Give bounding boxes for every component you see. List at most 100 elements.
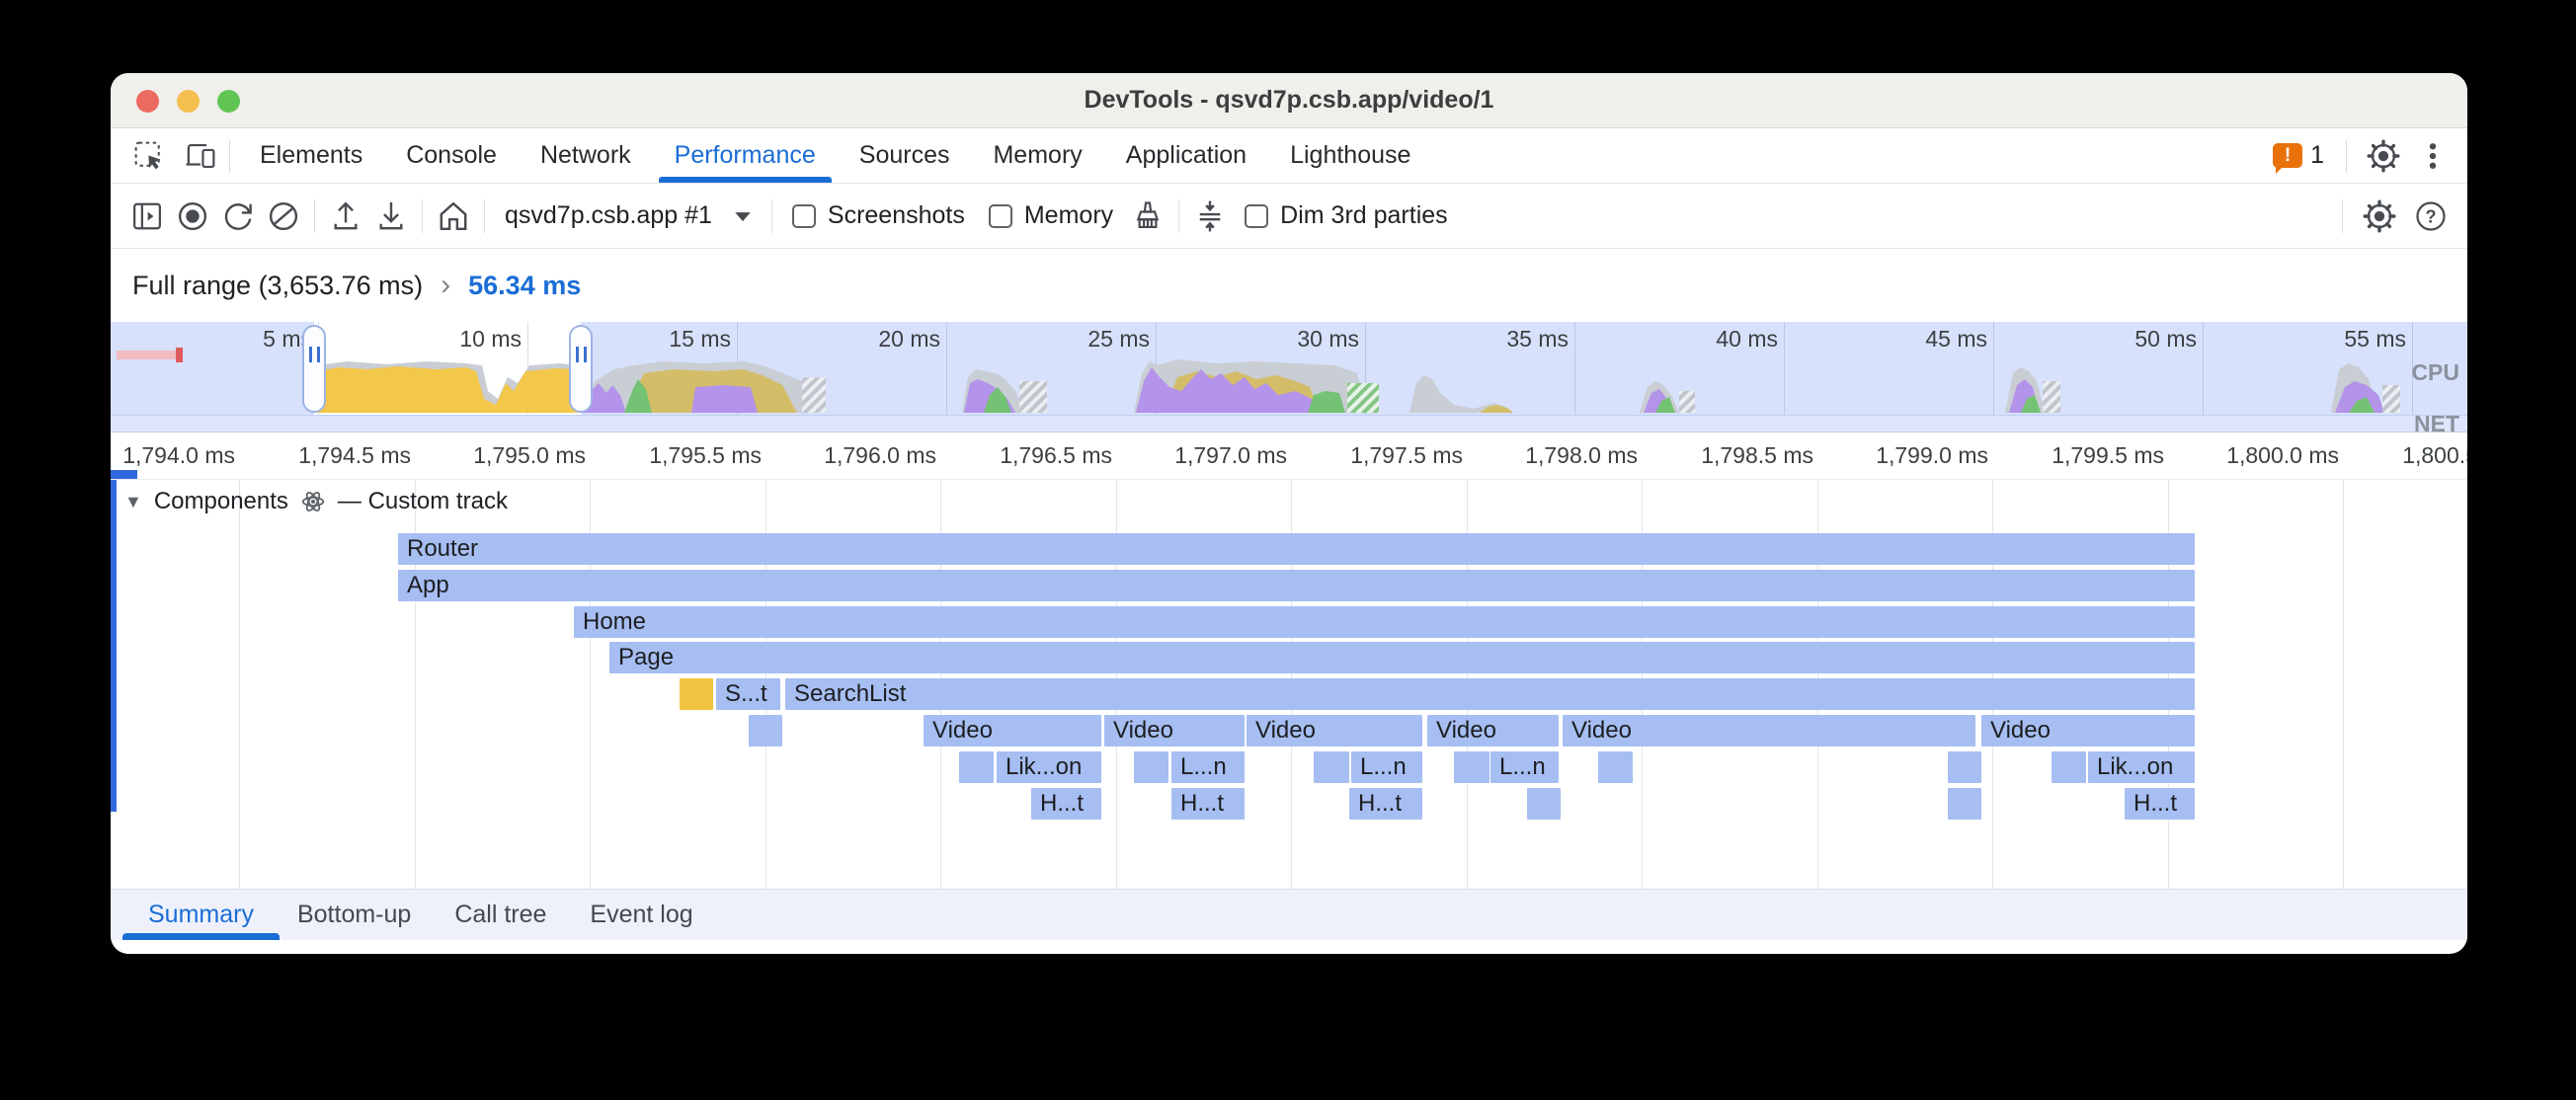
tab-sources[interactable]: Sources xyxy=(858,141,950,169)
device-toolbar-icon[interactable] xyxy=(180,135,221,177)
collect-garbage-icon[interactable] xyxy=(1127,196,1168,237)
track-left-indicator xyxy=(111,480,117,812)
screenshots-checkbox[interactable]: Screenshots xyxy=(780,201,977,230)
flame-bar-ht[interactable]: H...t xyxy=(2125,788,2195,820)
track-name: Components xyxy=(153,488,288,514)
cpu-lane-label: CPU xyxy=(2411,359,2459,385)
flame-bar-video[interactable]: Video xyxy=(924,715,1101,746)
separator xyxy=(2346,138,2347,173)
checkbox-label: Screenshots xyxy=(827,201,965,229)
minimize-window-button[interactable] xyxy=(177,90,200,113)
flame-bar-video[interactable]: Video xyxy=(1427,715,1559,746)
inspect-element-icon[interactable] xyxy=(128,135,170,177)
record-and-reload-button[interactable] xyxy=(217,196,259,237)
record-button[interactable] xyxy=(172,196,213,237)
selection-handle-left[interactable] xyxy=(302,325,326,413)
flame-bar-video[interactable]: Video xyxy=(1104,715,1245,746)
flame-bar-st[interactable]: S...t xyxy=(716,678,780,710)
net-lane-label: NET xyxy=(2414,411,2459,432)
flame-bar-app[interactable]: App xyxy=(398,570,2195,601)
cpu-activity-shape xyxy=(1480,405,1513,413)
tab-performance[interactable]: Performance xyxy=(653,128,838,183)
tab-memory[interactable]: Memory xyxy=(993,141,1083,169)
toggle-sidebar-icon[interactable] xyxy=(126,196,168,237)
flame-bar-home[interactable]: Home xyxy=(574,606,2195,638)
cpu-activity-shape xyxy=(2335,381,2384,413)
flame-bar-likon[interactable]: Lik...on xyxy=(2088,751,2195,783)
collapse-triangle-icon[interactable]: ▼ xyxy=(124,491,142,511)
minimap-tick-label: 20 ms xyxy=(878,326,940,352)
flame-bar[interactable] xyxy=(1314,751,1349,783)
selection-handle-right[interactable] xyxy=(569,325,593,413)
clear-button[interactable] xyxy=(263,196,304,237)
details-tab-calltree[interactable]: Call tree xyxy=(454,901,547,928)
flame-bar-router[interactable]: Router xyxy=(398,533,2195,565)
load-profile-icon[interactable] xyxy=(325,196,366,237)
dim-3rd-parties-checkbox[interactable]: Dim 3rd parties xyxy=(1233,201,1460,230)
flame-bar-ht[interactable]: H...t xyxy=(1171,788,1245,820)
timeline-minimap[interactable]: 5 ms 10 ms 15 ms 20 ms 25 ms 30 ms 35 ms 40 ms 4… xyxy=(111,322,2467,432)
flame-bar-video[interactable]: Video xyxy=(1247,715,1422,746)
more-options-kebab-icon[interactable] xyxy=(2412,135,2454,177)
tab-console[interactable]: Console xyxy=(406,141,497,169)
flame-bar[interactable] xyxy=(1948,788,1981,820)
flame-bar[interactable] xyxy=(749,715,782,746)
flame-bar-video[interactable]: Video xyxy=(1563,715,1975,746)
flame-bar[interactable] xyxy=(680,678,713,710)
trace-history-dropdown[interactable]: qsvd7p.csb.app #1 xyxy=(493,201,764,230)
tab-network[interactable]: Network xyxy=(539,141,631,169)
settings-gear-icon[interactable] xyxy=(2363,135,2404,177)
title-bar: DevTools - qsvd7p.csb.app/video/1 xyxy=(111,73,2467,128)
details-tab-eventlog[interactable]: Event log xyxy=(590,901,693,928)
scroll-indicator xyxy=(111,470,137,479)
details-tab-bar: Summary Bottom-up Call tree Event log xyxy=(111,889,2467,940)
flame-bar[interactable] xyxy=(1527,788,1561,820)
checkbox-box xyxy=(1245,203,1269,228)
flame-bar-ht[interactable]: H...t xyxy=(1349,788,1422,820)
flame-bar[interactable] xyxy=(959,751,994,783)
memory-checkbox[interactable]: Memory xyxy=(977,201,1125,230)
minimap-tick-label: 50 ms xyxy=(2134,326,2197,352)
tab-elements[interactable]: Elements xyxy=(260,141,363,169)
flame-chart-area[interactable]: ▼ Components — Custom track Router App Hom… xyxy=(111,480,2467,889)
long-task-tick xyxy=(176,348,183,362)
breadcrumb-selected-range[interactable]: 56.34 ms xyxy=(468,270,582,300)
ruler-tick-label: 1,800.5 ms xyxy=(2402,442,2467,468)
live-metrics-home-icon[interactable] xyxy=(433,196,474,237)
close-window-button[interactable] xyxy=(136,90,159,113)
flame-bar-ln[interactable]: L...n xyxy=(1171,751,1245,783)
zoom-window-button[interactable] xyxy=(217,90,240,113)
details-tab-bottomup[interactable]: Bottom-up xyxy=(296,901,412,928)
save-profile-icon[interactable] xyxy=(370,196,412,237)
flame-bar-ln[interactable]: L...n xyxy=(1351,751,1422,783)
components-track-header[interactable]: ▼ Components — Custom track xyxy=(124,488,508,515)
flame-bar-ln[interactable]: L...n xyxy=(1490,751,1559,783)
flame-bar-searchlist[interactable]: SearchList xyxy=(785,678,2195,710)
details-tab-summary[interactable]: Summary xyxy=(122,890,280,940)
flame-bar-page[interactable]: Page xyxy=(609,642,2195,673)
flame-bar[interactable] xyxy=(1134,751,1168,783)
track-suffix: — Custom track xyxy=(337,488,508,514)
flame-bar-video[interactable]: Video xyxy=(1981,715,2195,746)
flame-bar-likon[interactable]: Lik...on xyxy=(997,751,1101,783)
flame-bar[interactable] xyxy=(1454,751,1489,783)
breadcrumb-full-range[interactable]: Full range (3,653.76 ms) xyxy=(132,270,424,300)
flame-bar[interactable] xyxy=(2052,751,2086,783)
capture-settings-gear-icon[interactable] xyxy=(2359,196,2400,237)
shortcuts-dialog-icon[interactable] xyxy=(1189,196,1231,237)
issues-counter[interactable]: ! 1 xyxy=(2267,141,2330,174)
devtools-tab-bar: Elements Console Network Performance Sources… xyxy=(111,128,2467,184)
cpu-hatched-estimate xyxy=(2043,381,2060,413)
cpu-activity-shape xyxy=(583,383,626,413)
flame-bar[interactable] xyxy=(1598,751,1633,783)
range-breadcrumbs: Full range (3,653.76 ms) › 56.34 ms xyxy=(111,249,2467,322)
flame-gridline xyxy=(590,480,591,889)
minimap-tick-label: 45 ms xyxy=(1925,326,1987,352)
checkbox-label: Memory xyxy=(1023,201,1114,229)
cpu-activity-shape xyxy=(691,385,758,413)
flame-bar-ht[interactable]: H...t xyxy=(1031,788,1101,820)
tab-application[interactable]: Application xyxy=(1125,141,1248,169)
flame-bar[interactable] xyxy=(1948,751,1981,783)
tab-lighthouse[interactable]: Lighthouse xyxy=(1290,141,1411,169)
help-icon[interactable]: ? xyxy=(2410,196,2452,237)
